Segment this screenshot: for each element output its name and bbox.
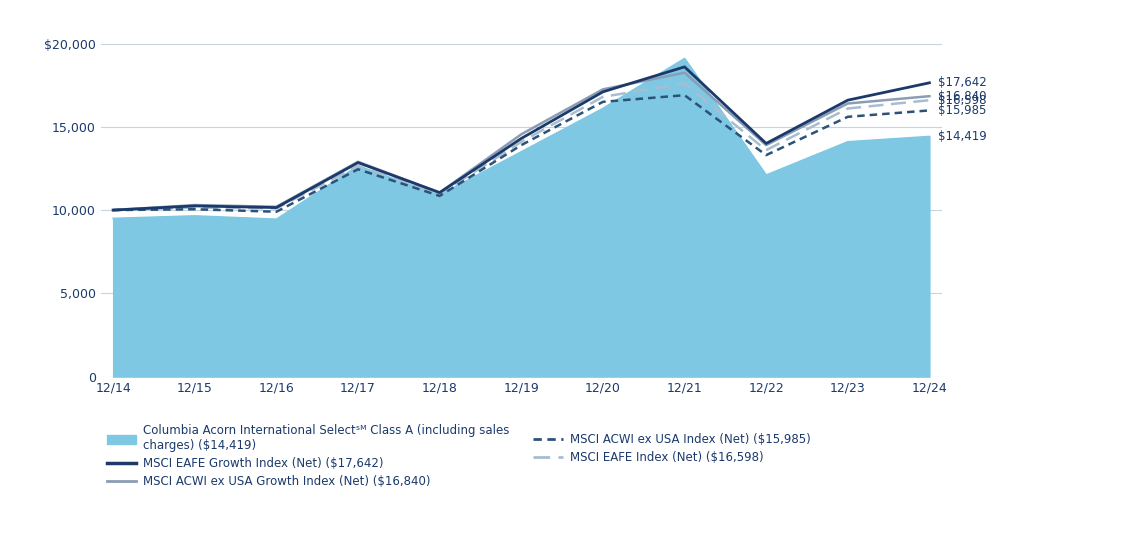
Text: $15,985: $15,985 <box>938 104 986 117</box>
Text: $14,419: $14,419 <box>938 130 986 143</box>
Text: $16,840: $16,840 <box>938 90 986 103</box>
Text: $17,642: $17,642 <box>938 76 986 89</box>
Text: $16,598: $16,598 <box>938 94 986 107</box>
Legend: Columbia Acorn International Selectˢᴹ Class A (including sales
charges) ($14,419: Columbia Acorn International Selectˢᴹ Cl… <box>106 424 810 488</box>
